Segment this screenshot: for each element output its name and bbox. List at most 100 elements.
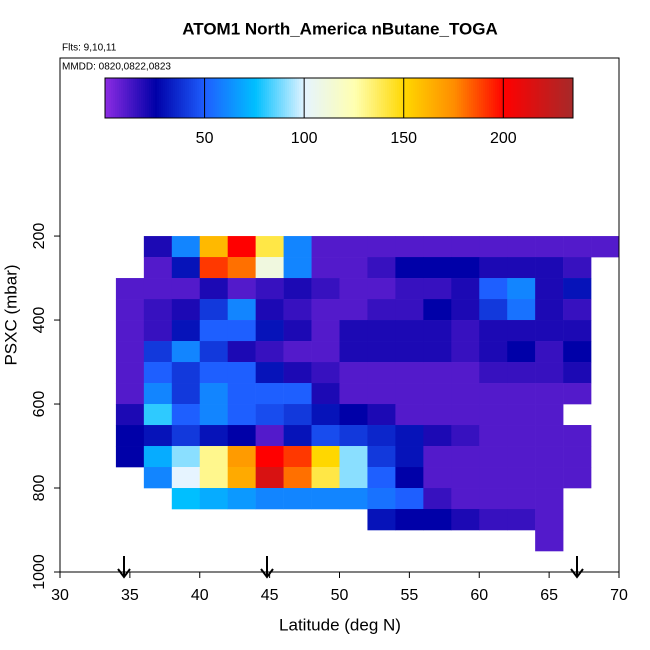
colorbar-segment: [273, 78, 276, 118]
colorbar-segment: [501, 78, 504, 118]
heat-cell: [563, 278, 592, 300]
heat-cell: [507, 509, 536, 531]
heat-cell: [339, 404, 368, 426]
heat-cell: [535, 236, 564, 258]
colorbar-segment: [479, 78, 482, 118]
heat-cell: [199, 488, 228, 510]
heat-cell: [563, 467, 592, 489]
heat-cell: [395, 488, 424, 510]
colorbar-segment: [183, 78, 186, 118]
heat-cell: [171, 467, 201, 489]
heat-cell: [535, 425, 564, 447]
colorbar-segment: [443, 78, 446, 118]
heat-cell: [227, 236, 256, 258]
colorbar-segment: [385, 78, 388, 118]
colorbar-segment: [521, 78, 524, 118]
heat-cell: [227, 467, 256, 489]
heat-cell: [479, 299, 508, 321]
heat-cell: [451, 278, 480, 300]
heat-cell: [367, 320, 396, 342]
colorbar-segment: [357, 78, 360, 118]
colorbar-segment: [283, 78, 286, 118]
y-tick-label: 400: [31, 307, 48, 334]
heat-cell: [451, 257, 480, 279]
colorbar-segment: [255, 78, 258, 118]
colorbar-segment: [553, 78, 556, 118]
heat-cell: [507, 446, 536, 468]
heat-cell: [171, 404, 201, 426]
colorbar-segment: [379, 78, 382, 118]
colorbar-segment: [123, 78, 126, 118]
x-tick-label: 55: [400, 587, 418, 604]
colorbar-segment: [361, 78, 364, 118]
heat-cell: [255, 257, 284, 279]
heat-cell: [423, 236, 452, 258]
heat-cell: [255, 299, 284, 321]
heat-cell: [367, 341, 396, 363]
colorbar-segment: [185, 78, 188, 118]
colorbar-segment: [285, 78, 288, 118]
heat-cell: [199, 299, 228, 321]
heat-cell: [171, 446, 201, 468]
heat-cell: [143, 341, 173, 363]
heat-cell: [227, 278, 256, 300]
colorbar-segment: [437, 78, 440, 118]
heat-cell: [283, 404, 312, 426]
heat-cell: [395, 341, 424, 363]
heat-cell: [311, 236, 340, 258]
heat-cell: [311, 341, 340, 363]
heat-cell: [115, 299, 145, 321]
heat-cell: [199, 383, 228, 405]
colorbar-segment: [399, 78, 402, 118]
heat-cell: [507, 404, 536, 426]
colorbar-segment: [525, 78, 528, 118]
colorbar-segment: [565, 78, 568, 118]
heat-cell: [395, 425, 424, 447]
colorbar-tick-label: 50: [196, 130, 214, 147]
colorbar-segment: [287, 78, 290, 118]
heat-cell: [395, 383, 424, 405]
colorbar-segment: [383, 78, 386, 118]
heat-cell: [367, 488, 396, 510]
heat-cell: [395, 299, 424, 321]
heat-cell: [171, 320, 201, 342]
colorbar-segment: [363, 78, 366, 118]
colorbar-segment: [339, 78, 342, 118]
heat-cell: [451, 236, 480, 258]
heat-cell: [311, 362, 340, 384]
colorbar-segment: [425, 78, 428, 118]
colorbar-segment: [245, 78, 248, 118]
heat-cell: [423, 278, 452, 300]
colorbar-segment: [571, 78, 574, 118]
heat-cell: [227, 341, 256, 363]
colorbar-segment: [431, 78, 434, 118]
heat-cell: [339, 236, 368, 258]
heat-cell: [255, 425, 284, 447]
colorbar-segment: [225, 78, 228, 118]
colorbar-segment: [231, 78, 234, 118]
heat-cell: [283, 278, 312, 300]
heat-cell: [535, 467, 564, 489]
heat-cell: [507, 257, 536, 279]
heat-cell: [563, 320, 592, 342]
colorbar-segment: [269, 78, 272, 118]
heat-cell: [339, 446, 368, 468]
colorbar-segment: [321, 78, 324, 118]
colorbar-segment: [551, 78, 554, 118]
colorbar-segment: [213, 78, 216, 118]
chart-title: ATOM1 North_America nButane_TOGA: [182, 19, 498, 38]
colorbar-segment: [467, 78, 470, 118]
colorbar-segment: [495, 78, 498, 118]
colorbar-segment: [289, 78, 292, 118]
colorbar-segment: [201, 78, 204, 118]
colorbar-segment: [421, 78, 424, 118]
heat-cell: [395, 509, 424, 531]
colorbar-segment: [429, 78, 432, 118]
heat-cell: [171, 341, 201, 363]
heat-cell: [143, 362, 173, 384]
colorbar-segment: [293, 78, 296, 118]
colorbar-segment: [235, 78, 238, 118]
colorbar-segment: [509, 78, 512, 118]
heat-cell: [283, 257, 312, 279]
